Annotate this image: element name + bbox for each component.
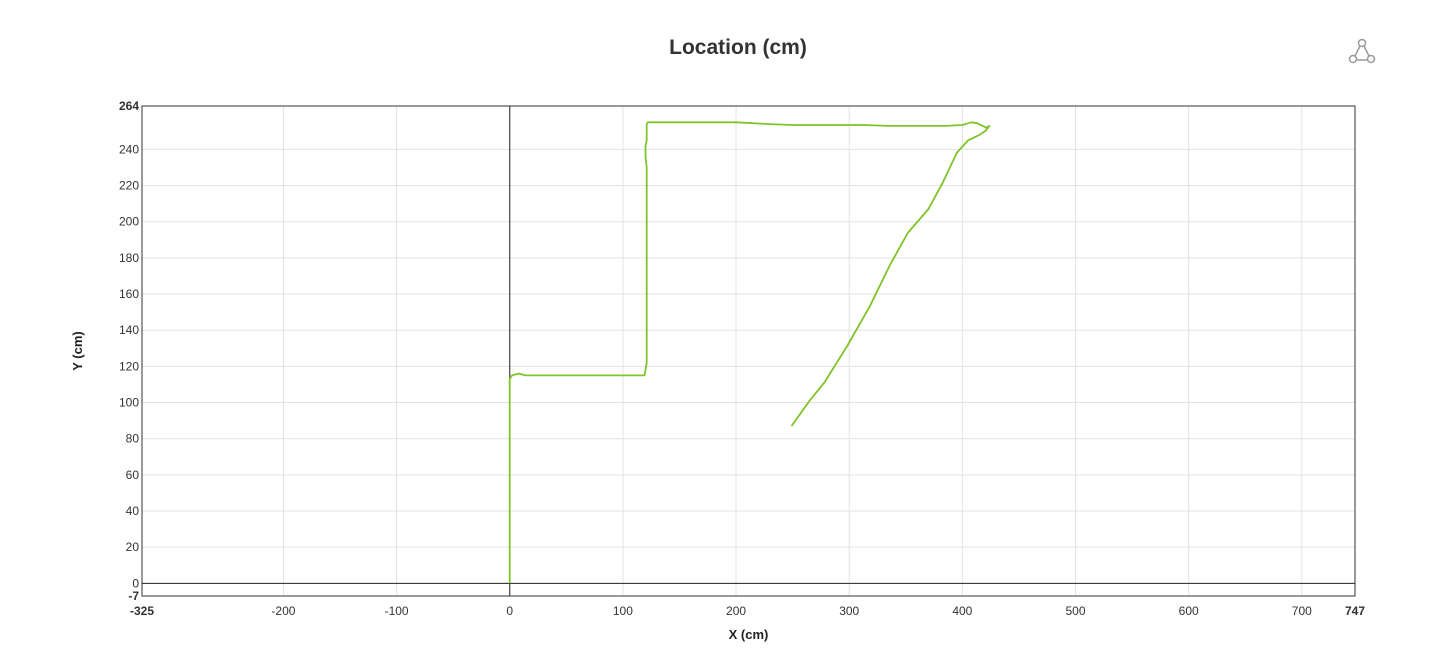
y-tick-label: 40 <box>126 504 140 518</box>
y-axis-title: Y (cm) <box>70 331 85 371</box>
plot-frame <box>141 105 1356 597</box>
x-tick-label: 747 <box>1345 604 1365 618</box>
x-tick-label: 600 <box>1179 604 1199 618</box>
trajectory-line <box>508 121 991 584</box>
x-tick-label: 700 <box>1292 604 1312 618</box>
x-tick-label: 300 <box>839 604 859 618</box>
x-tick-label: 200 <box>726 604 746 618</box>
y-tick-label: 220 <box>119 179 139 193</box>
y-tick-label: 180 <box>119 251 139 265</box>
y-tick-label: 100 <box>119 396 139 410</box>
x-axis-title: X (cm) <box>729 627 769 642</box>
y-tick-label: 140 <box>119 323 139 337</box>
x-tick-label: 100 <box>613 604 633 618</box>
share-button[interactable] <box>1346 38 1378 66</box>
y-tick-label: 160 <box>119 287 139 301</box>
y-tick-label: 120 <box>119 359 139 373</box>
y-tick-label: -7 <box>128 589 139 603</box>
chart-title: Location (cm) <box>669 36 807 59</box>
x-tick-label: 0 <box>506 604 513 618</box>
x-tick-label: 400 <box>952 604 972 618</box>
y-tick-label: 0 <box>132 576 139 590</box>
x-axis-ticks: -325 -200 -100 0 100 200 300 400 500 600 700 747 <box>130 604 1365 618</box>
y-tick-label: 264 <box>119 99 139 113</box>
y-tick-label: 80 <box>126 432 140 446</box>
series-layer <box>508 121 991 584</box>
zero-axis-lines <box>142 106 1355 596</box>
share-nodes-icon <box>1348 38 1376 64</box>
y-axis-ticks: -70 20 40 60 80 100 120 140 160 180 200 220 240 264 <box>119 99 139 603</box>
x-tick-label: -200 <box>271 604 295 618</box>
y-tick-label: 240 <box>119 142 139 156</box>
x-tick-label: -325 <box>130 604 154 618</box>
x-tick-label: -100 <box>385 604 409 618</box>
grid <box>142 106 1355 596</box>
y-tick-label: 60 <box>126 468 140 482</box>
x-tick-label: 500 <box>1065 604 1085 618</box>
y-tick-label: 20 <box>126 540 140 554</box>
y-tick-label: 200 <box>119 215 139 229</box>
